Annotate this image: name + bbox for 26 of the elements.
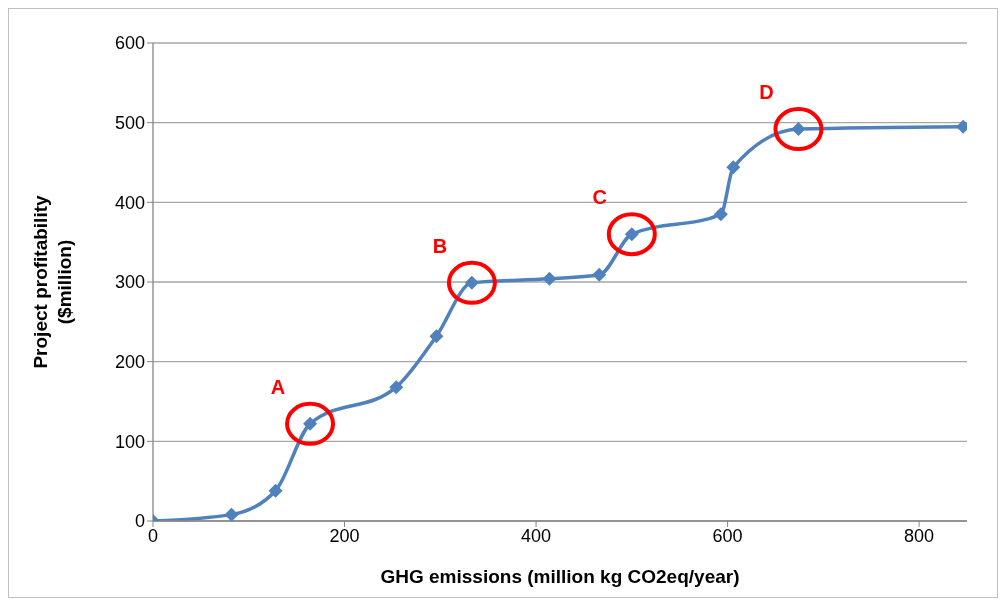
- x-axis-title: GHG emissions (million kg CO2eq/year): [380, 566, 740, 587]
- annotation: B: [432, 234, 448, 257]
- annotation: D: [759, 81, 774, 104]
- point: [592, 267, 607, 282]
- point: [389, 380, 404, 395]
- y-tick-label: 600: [114, 33, 145, 54]
- point: [224, 507, 239, 521]
- x-tick-label: 800: [904, 525, 935, 546]
- y-axis-title: Project profitability ($million): [30, 195, 75, 369]
- x-tick-label: 600: [712, 525, 743, 546]
- y-tick-label: 200: [114, 352, 145, 373]
- point: [713, 207, 728, 222]
- annotation: C: [592, 186, 608, 209]
- point: [268, 483, 283, 498]
- x-tick-label: 400: [521, 525, 552, 546]
- y-tick-label: 100: [114, 431, 145, 452]
- point: [429, 329, 444, 344]
- y-tick-label: 500: [114, 113, 145, 134]
- annotation: A: [270, 375, 286, 398]
- y-tick-label: 0: [134, 511, 145, 532]
- y-tick-label: 400: [114, 192, 145, 213]
- point: [542, 271, 557, 286]
- x-tick-label: 0: [147, 525, 159, 546]
- y-tick-label: 300: [114, 272, 145, 293]
- point: [726, 160, 741, 175]
- x-tick-label: 200: [329, 525, 360, 546]
